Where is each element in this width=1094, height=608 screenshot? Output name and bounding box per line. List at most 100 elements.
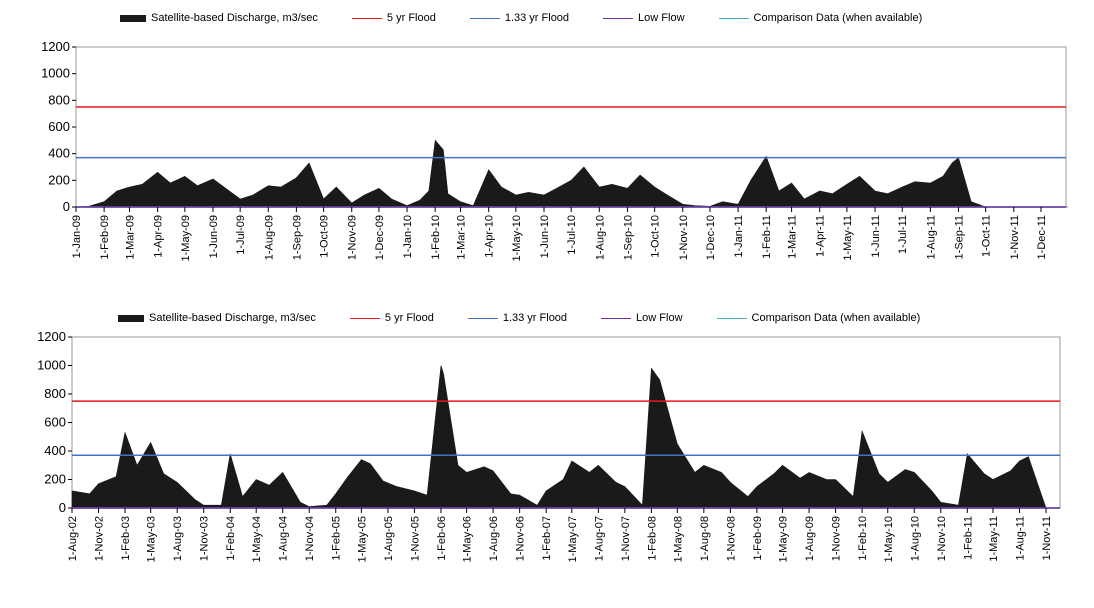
x-tick-label: 1-May-09: [778, 516, 790, 562]
x-tick-label: 1-Aug-04: [278, 516, 290, 561]
y-tick-label: 800: [44, 386, 66, 401]
x-tick-label: 1-Aug-10: [909, 516, 921, 561]
x-tick-label: 1-Sep-11: [953, 215, 965, 259]
x-tick-label: 1-Feb-11: [761, 215, 773, 259]
x-tick-label: 1-Aug-09: [263, 215, 275, 260]
x-tick-label: 1-Jul-11: [897, 215, 909, 254]
x-tick-label: 1-Apr-09: [153, 215, 165, 258]
chart-legend: Satellite-based Discharge, m3/sec 5 yr F…: [120, 8, 956, 28]
legend-swatch-flood5: [351, 17, 382, 19]
legend-item-flood133: 1.33 yr Flood: [467, 312, 568, 324]
x-tick-label: 1-Aug-03: [172, 516, 184, 561]
x-tick-label: 1-Jul-10: [566, 215, 578, 255]
x-tick-label: 1-Feb-08: [646, 516, 658, 561]
y-tick-label: 0: [59, 500, 66, 515]
y-tick-label: 400: [44, 443, 66, 458]
y-tick-label: 600: [44, 415, 66, 430]
y-tick-label: 600: [48, 119, 70, 134]
x-tick-label: 1-Jan-10: [402, 215, 414, 258]
y-tick-label: 200: [48, 172, 70, 187]
x-tick-label: 1-Jan-09: [71, 215, 83, 258]
x-tick-label: 1-May-03: [146, 516, 158, 562]
x-tick-label: 1-Aug-11: [1014, 516, 1026, 560]
x-tick-label: 1-Jun-11: [870, 215, 882, 258]
x-tick-label: 1-Aug-05: [383, 516, 395, 561]
x-tick-label: 1-Nov-11: [1009, 215, 1021, 259]
legend-swatch-lowflow: [603, 17, 634, 19]
legend-swatch-discharge: [118, 314, 144, 322]
x-tick-label: 1-Oct-10: [650, 215, 662, 258]
x-tick-label: 1-Dec-10: [705, 215, 717, 260]
x-tick-label: 1-Nov-10: [936, 516, 948, 561]
x-tick-label: 1-May-10: [883, 516, 895, 562]
y-tick-label: 1200: [41, 39, 70, 54]
y-tick-label: 1000: [41, 66, 70, 81]
x-tick-label: 1-Oct-09: [319, 215, 331, 258]
legend-item-discharge: Satellite-based Discharge, m3/sec: [120, 12, 318, 24]
x-tick-label: 1-Feb-09: [99, 215, 111, 260]
plot-area: 0 200 400 600 800 1000 1200 1-Aug-02 1-Nov-02 1-F…: [37, 329, 1061, 562]
x-tick-label: 1-May-04: [251, 516, 263, 562]
x-tick-label: 1-May-11: [842, 215, 854, 261]
x-tick-label: 1-Aug-07: [593, 516, 605, 561]
legend-swatch-discharge: [120, 14, 146, 22]
x-tick-label: 1-Feb-10: [857, 516, 869, 561]
legend-label-flood133: 1.33 yr Flood: [504, 12, 570, 24]
y-tick-label: 200: [44, 472, 66, 487]
x-tick-label: 1-May-10: [511, 215, 523, 261]
x-tick-label: 1-Aug-02: [67, 516, 79, 561]
legend-swatch-lowflow: [601, 317, 632, 319]
y-tick-label: 800: [48, 92, 70, 107]
x-tick-label: 1-Jun-10: [539, 215, 551, 258]
x-tick-label: 1-May-06: [462, 516, 474, 562]
x-tick-label: 1-Aug-09: [804, 516, 816, 561]
x-tick-label: 1-Dec-11: [1036, 215, 1048, 259]
legend-label-comparison: Comparison Data (when available): [751, 312, 921, 324]
x-tick-label: 1-Feb-11: [962, 516, 974, 560]
x-tick-label: 1-Mar-10: [456, 215, 468, 260]
series-discharge: [71, 365, 1055, 509]
x-tick-label: 1-Oct-11: [981, 215, 993, 257]
legend-item-comparison: Comparison Data (when available): [716, 312, 921, 324]
y-tick-label: 0: [63, 199, 70, 214]
x-tick-label: 1-Sep-10: [622, 215, 634, 260]
legend-item-lowflow: Low Flow: [601, 312, 683, 324]
x-tick-label: 1-Nov-05: [409, 516, 421, 561]
legend-label-lowflow: Low Flow: [638, 12, 685, 24]
x-tick-label: 1-Mar-11: [787, 215, 799, 259]
x-tick-label: 1-Aug-10: [594, 215, 606, 260]
legend-label-flood133: 1.33 yr Flood: [502, 312, 568, 324]
legend-label-comparison: Comparison Data (when available): [753, 12, 923, 24]
x-tick-label: 1-Feb-07: [541, 516, 553, 561]
x-tick-label: 1-Apr-11: [815, 215, 827, 257]
chart-legend: Satellite-based Discharge, m3/sec 5 yr F…: [118, 308, 954, 328]
y-tick-label: 1000: [37, 358, 66, 373]
x-tick-label: 1-Nov-07: [620, 516, 632, 561]
x-tick-label: 1-Nov-04: [304, 516, 316, 561]
legend-label-lowflow: Low Flow: [636, 312, 683, 324]
legend-swatch-comparison: [718, 17, 749, 19]
x-tick-label: 1-Feb-03: [120, 516, 132, 561]
discharge-chart-2009-2011: Satellite-based Discharge, m3/sec 5 yr F…: [0, 0, 1094, 300]
x-tick-label: 1-Jul-09: [235, 215, 247, 255]
plot-area: 0 200 400 600 800 1000 1200 1-Jan-09 1-Feb-09 1-M…: [41, 39, 1069, 261]
discharge-chart-2002-2011: Satellite-based Discharge, m3/sec 5 yr F…: [0, 300, 1094, 600]
x-tick-label: 1-May-07: [567, 516, 579, 562]
legend-swatch-flood133: [467, 317, 498, 319]
x-tick-label: 1-Nov-09: [347, 215, 359, 260]
x-tick-label: 1-Feb-10: [430, 215, 442, 260]
x-tick-label: 1-Jan-11: [733, 215, 745, 258]
x-tick-label: 1-May-05: [356, 516, 368, 562]
x-tick-label: 1-Feb-09: [752, 516, 764, 561]
x-tick-label: 1-Mar-09: [125, 215, 137, 260]
series-discharge: [75, 139, 1069, 208]
x-tick-label: 1-Nov-02: [94, 516, 106, 561]
legend-swatch-comparison: [716, 317, 747, 319]
x-tick-label: 1-Nov-06: [515, 516, 527, 561]
legend-label-discharge: Satellite-based Discharge, m3/sec: [151, 12, 318, 24]
x-tick-label: 1-Nov-03: [199, 516, 211, 561]
x-tick-label: 1-Nov-08: [725, 516, 737, 561]
legend-swatch-flood133: [469, 17, 500, 19]
legend-swatch-flood5: [349, 317, 380, 319]
x-tick-label: 1-Apr-10: [484, 215, 496, 258]
